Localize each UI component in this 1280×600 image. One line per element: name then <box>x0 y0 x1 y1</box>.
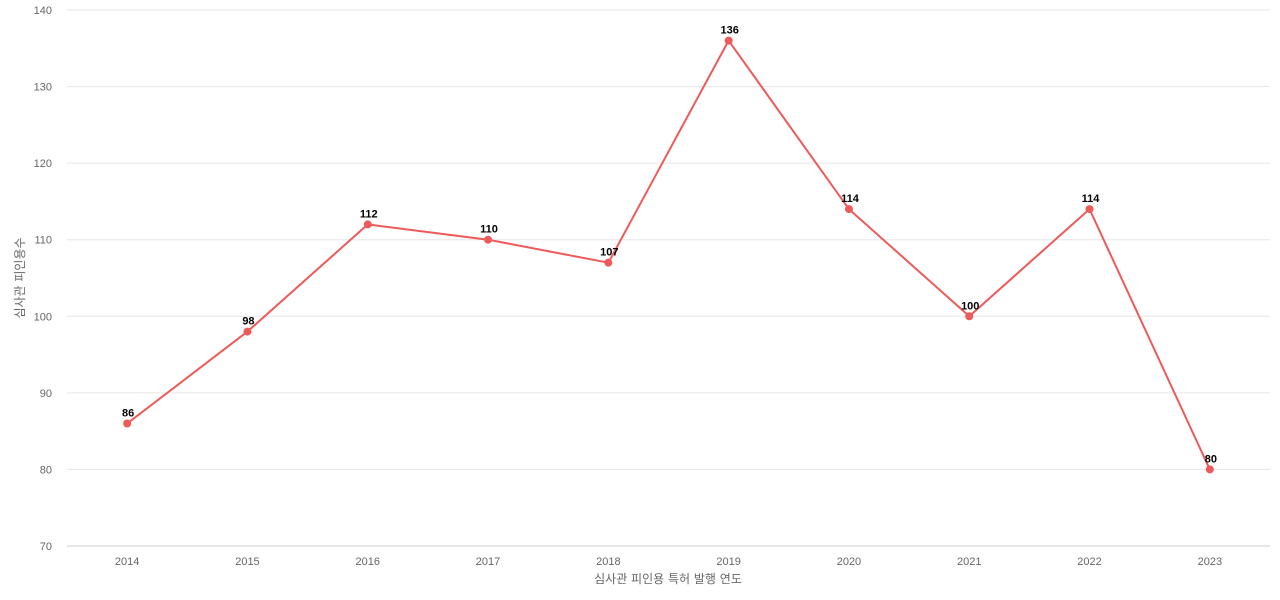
x-tick-label: 2016 <box>356 556 380 568</box>
y-axis-ticks: 70 80 90 100 110 120 130 140 <box>34 5 52 553</box>
y-tick-label: 120 <box>34 158 52 170</box>
x-tick-label: 2020 <box>837 556 861 568</box>
y-tick-label: 70 <box>40 541 52 553</box>
data-label: 80 <box>1205 453 1217 465</box>
y-tick-label: 80 <box>40 464 52 476</box>
x-tick-label: 2023 <box>1198 556 1222 568</box>
series-group <box>123 36 1214 474</box>
y-tick-label: 140 <box>34 5 52 17</box>
x-tick-label: 2014 <box>115 556 139 568</box>
data-point[interactable] <box>965 312 974 321</box>
data-point[interactable] <box>243 327 252 336</box>
data-point[interactable] <box>1205 465 1214 474</box>
y-tick-label: 90 <box>40 388 52 400</box>
data-label: 110 <box>480 224 498 236</box>
y-tick-label: 130 <box>34 82 52 94</box>
x-axis-ticks: 2014 2015 2016 2017 2018 2019 2020 2021 2022 2023 <box>115 556 1222 568</box>
x-tick-label: 2022 <box>1077 556 1101 568</box>
data-point[interactable] <box>363 220 372 229</box>
data-point[interactable] <box>604 258 613 267</box>
data-point[interactable] <box>724 36 733 45</box>
data-point[interactable] <box>1085 205 1094 214</box>
data-label: 107 <box>600 247 618 259</box>
x-tick-label: 2019 <box>716 556 740 568</box>
x-tick-label: 2015 <box>235 556 259 568</box>
data-label: 98 <box>242 316 254 328</box>
x-tick-label: 2018 <box>596 556 620 568</box>
data-label: 100 <box>961 300 979 312</box>
data-point[interactable] <box>844 205 853 214</box>
data-label: 86 <box>122 407 134 419</box>
x-axis-title: 심사관 피인용 특허 발행 연도 <box>594 571 742 586</box>
x-tick-label: 2021 <box>957 556 981 568</box>
data-point[interactable] <box>484 235 493 244</box>
y-tick-label: 100 <box>34 311 52 323</box>
data-label: 114 <box>1082 193 1101 205</box>
data-labels: 86 98 112 110 107 136 114 100 114 80 <box>122 25 1217 466</box>
x-tick-label: 2017 <box>476 556 500 568</box>
y-tick-label: 110 <box>34 235 52 247</box>
y-axis-title: 심사관 피인용수 <box>13 237 27 318</box>
data-point[interactable] <box>123 419 132 428</box>
series-line <box>126 39 1211 470</box>
data-label: 112 <box>360 208 378 220</box>
y-gridlines <box>67 9 1270 547</box>
data-label: 136 <box>720 25 738 37</box>
data-label: 114 <box>841 193 860 205</box>
